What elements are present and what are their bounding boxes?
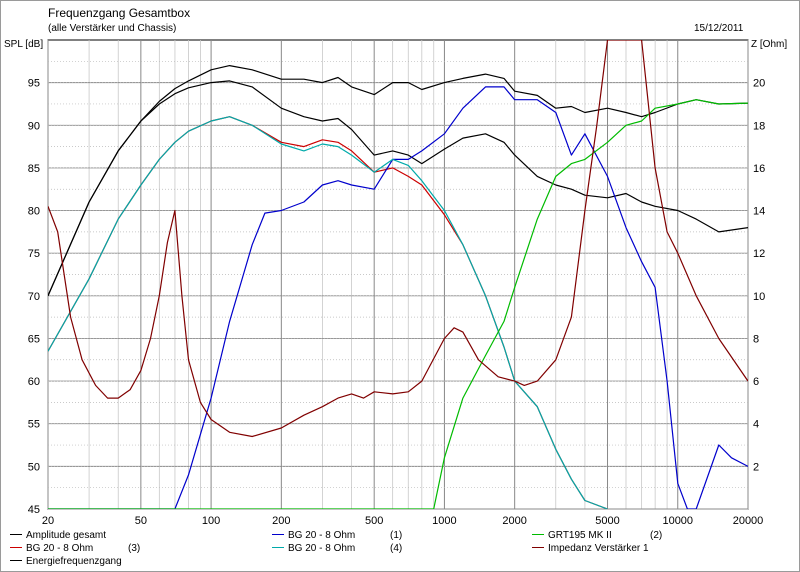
x-tick-label: 50 [135, 515, 147, 527]
legend-label: Energiefrequenzgang [26, 556, 122, 567]
series-line-energiefrequenzgang [48, 80, 748, 297]
legend-item: Impedanz Verstärker 1 [532, 543, 649, 555]
y2-tick-label: 16 [753, 163, 765, 175]
legend-label: Amplitude gesamt [26, 530, 107, 541]
legend-number: (1) [390, 530, 403, 541]
y-axis-title: SPL [dB] [4, 39, 44, 50]
legend-swatch [272, 533, 284, 535]
series-lines [48, 40, 748, 509]
series-line-grt195-mk-ii-2 [48, 99, 748, 509]
legend-swatch [532, 546, 544, 548]
legend-item: Amplitude gesamt [10, 530, 106, 542]
x-tick-label: 2000 [502, 515, 526, 527]
y-tick-label: 90 [28, 120, 40, 132]
y-tick-label: 60 [28, 376, 40, 388]
x-tick-label: 20000 [733, 515, 764, 527]
legend-swatch [272, 546, 284, 548]
y-tick-label: 85 [28, 163, 40, 175]
y-tick-label: 65 [28, 333, 40, 345]
series-line-impedanz-verst-rker-1 [48, 40, 748, 438]
y2-tick-label: 6 [753, 376, 759, 388]
legend-label: GRT195 MK II [548, 530, 612, 541]
y-tick-label: 55 [28, 419, 40, 431]
legend-item: BG 20 - 8 Ohm (3) [10, 543, 140, 555]
y-tick-label: 45 [28, 504, 40, 516]
legend-number: (2) [650, 530, 663, 541]
legend-swatch [10, 533, 22, 535]
y-tick-label: 70 [28, 291, 40, 303]
legend-item: GRT195 MK II (2) [532, 530, 662, 542]
x-tick-label: 10000 [662, 515, 693, 527]
legend-number: (3) [128, 543, 141, 554]
legend-item: Energiefrequenzgang [10, 556, 122, 568]
chart-date: 15/12/2011 [694, 23, 744, 34]
series-line-bg-20-8-ohm-3 [48, 116, 608, 509]
x-tick-label: 20 [42, 515, 54, 527]
legend-swatch [532, 533, 544, 535]
y2-tick-label: 18 [753, 120, 765, 132]
y2-axis-title: Z [Ohm] [751, 39, 788, 50]
chart-title: Frequenzgang Gesamtbox [48, 6, 191, 20]
x-tick-label: 100 [202, 515, 220, 527]
legend-swatch [10, 546, 22, 548]
y2-tick-label: 12 [753, 248, 765, 260]
y2-tick-label: 8 [753, 333, 759, 345]
y-tick-label: 50 [28, 461, 40, 473]
series-line-bg-20-8-ohm-4 [48, 116, 608, 509]
legend-label: BG 20 - 8 Ohm [26, 543, 94, 554]
tick-labels: 20 50 100 200 500 1000 2000 5000 10000 20000 45 50 5… [28, 78, 766, 527]
x-tick-label: 1000 [432, 515, 456, 527]
y-tick-label: 75 [28, 248, 40, 260]
chart-subtitle: (alle Verstärker und Chassis) [48, 23, 177, 34]
legend-item: BG 20 - 8 Ohm (4) [272, 543, 402, 555]
y2-tick-label: 14 [753, 206, 765, 218]
legend-item: BG 20 - 8 Ohm (1) [272, 530, 402, 542]
series-line-bg-20-8-ohm-1 [48, 86, 748, 509]
legend-label: Impedanz Verstärker 1 [548, 543, 649, 554]
y2-tick-label: 10 [753, 291, 765, 303]
legend-number: (4) [390, 543, 403, 554]
y2-tick-label: 4 [753, 419, 759, 431]
y-tick-label: 80 [28, 206, 40, 218]
x-tick-label: 5000 [595, 515, 619, 527]
grid [47, 39, 749, 510]
y2-tick-label: 20 [753, 78, 765, 90]
y2-tick-label: 2 [753, 461, 759, 473]
series-line-amplitude-gesamt [48, 64, 748, 297]
legend-label: BG 20 - 8 Ohm [288, 543, 356, 554]
legend-label: BG 20 - 8 Ohm [288, 530, 356, 541]
legend-swatch [10, 559, 22, 561]
x-tick-label: 500 [365, 515, 383, 527]
x-tick-label: 200 [272, 515, 290, 527]
y-tick-label: 95 [28, 78, 40, 90]
